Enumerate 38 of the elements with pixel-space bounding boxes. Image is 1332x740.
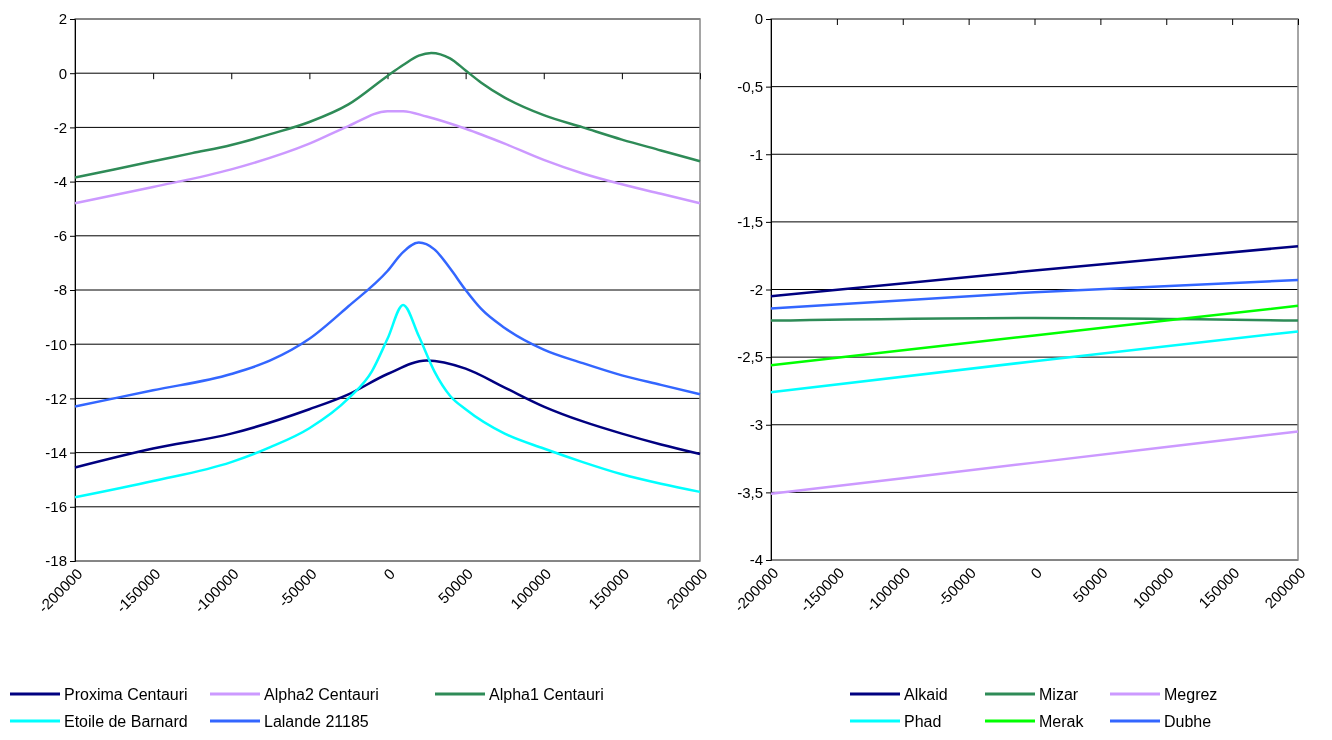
line-series xyxy=(73,359,702,469)
legend-label: Proxima Centauri xyxy=(64,685,188,703)
y-tick-label: -1 xyxy=(749,145,763,163)
legend-label: Dubhe xyxy=(1164,712,1212,730)
y-tick-label: -4 xyxy=(53,172,67,190)
legend-label: Alpha1 Centauri xyxy=(489,685,604,703)
y-tick-label: -6 xyxy=(53,227,67,245)
y-tick-label: -3 xyxy=(749,416,763,434)
y-tick-label: -1,5 xyxy=(737,213,763,231)
y-tick-label: -8 xyxy=(53,281,67,299)
y-tick-label: 2 xyxy=(58,10,67,28)
line-series xyxy=(73,109,702,205)
y-tick-label: -12 xyxy=(45,389,67,407)
y-tick-label: 0 xyxy=(754,10,763,28)
line-series xyxy=(73,241,702,408)
legend-label: Mizar xyxy=(1039,685,1079,703)
y-tick-label: 0 xyxy=(58,64,67,82)
y-tick-label: -2 xyxy=(53,118,67,136)
legend-label: Alpha2 Centauri xyxy=(264,685,379,703)
x-tick-label: 0 xyxy=(380,564,399,583)
legend-label: Megrez xyxy=(1164,685,1218,703)
y-tick-label: -18 xyxy=(45,552,67,570)
legend-label: Alkaid xyxy=(904,685,948,703)
legend-label: Phad xyxy=(904,712,942,730)
y-tick-label: -4 xyxy=(749,551,763,569)
y-tick-label: -0,5 xyxy=(737,77,763,95)
legend-label: Merak xyxy=(1039,712,1085,730)
y-tick-label: -2,5 xyxy=(737,348,763,366)
y-tick-label: -14 xyxy=(45,443,67,461)
line-series xyxy=(73,303,702,499)
y-tick-label: -2 xyxy=(749,280,763,298)
x-tick-label: 0 xyxy=(1027,563,1046,582)
legend-label: Etoile de Barnard xyxy=(64,712,188,730)
y-tick-label: -16 xyxy=(45,498,67,516)
y-tick-label: -10 xyxy=(45,335,67,353)
y-tick-label: -3,5 xyxy=(737,483,763,501)
line-series xyxy=(73,51,702,179)
legend-label: Lalande 21185 xyxy=(264,712,369,730)
